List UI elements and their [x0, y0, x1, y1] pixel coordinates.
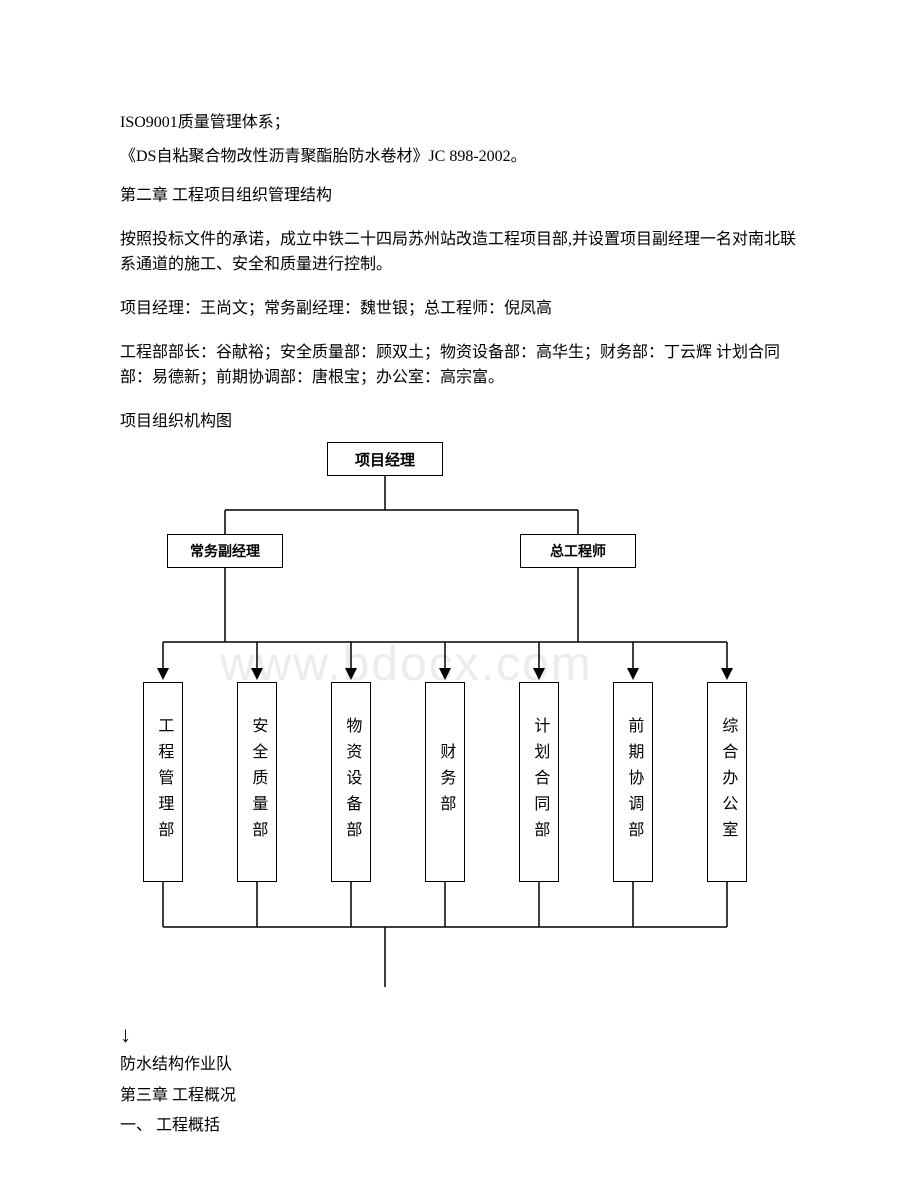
- para-departments: 工程部部长：谷献裕；安全质量部：顾双土；物资设备部：高华生；财务部：丁云辉 计划…: [120, 340, 800, 391]
- para-managers: 项目经理：王尚文；常务副经理：魏世银；总工程师：倪凤高: [120, 296, 800, 322]
- box-dept-0: 工程管理部: [143, 682, 183, 882]
- box-dept-5: 前期协调部: [613, 682, 653, 882]
- para-orgchart-label: 项目组织机构图: [120, 409, 800, 435]
- para-commitment: 按照投标文件的承诺，成立中铁二十四局苏州站改造工程项目部,并设置项目副经理一名对…: [120, 227, 800, 278]
- text-iso: ISO9001质量管理体系；: [120, 110, 800, 136]
- box-dept-6: 综合办公室: [707, 682, 747, 882]
- org-chart: www.bdocx.com 项目经理 常务副经理 总工程师 工程管理部安全质量部…: [120, 442, 800, 1022]
- text-team: 防水结构作业队: [120, 1050, 800, 1080]
- section-1-heading: 一、 工程概括: [120, 1111, 800, 1141]
- arrow-down-icon: ↓: [120, 1024, 800, 1046]
- box-dept-2: 物资设备部: [331, 682, 371, 882]
- text-standard: 《DS自粘聚合物改性沥青聚酯胎防水卷材》JC 898-2002。: [120, 144, 800, 170]
- chapter-2-heading: 第二章 工程项目组织管理结构: [120, 183, 800, 209]
- chapter-3-heading: 第三章 工程概况: [120, 1081, 800, 1111]
- box-dept-1: 安全质量部: [237, 682, 277, 882]
- box-dept-3: 财务部: [425, 682, 465, 882]
- box-chief-engineer: 总工程师: [520, 534, 636, 568]
- box-deputy-manager: 常务副经理: [167, 534, 283, 568]
- box-project-manager: 项目经理: [327, 442, 443, 476]
- box-dept-4: 计划合同部: [519, 682, 559, 882]
